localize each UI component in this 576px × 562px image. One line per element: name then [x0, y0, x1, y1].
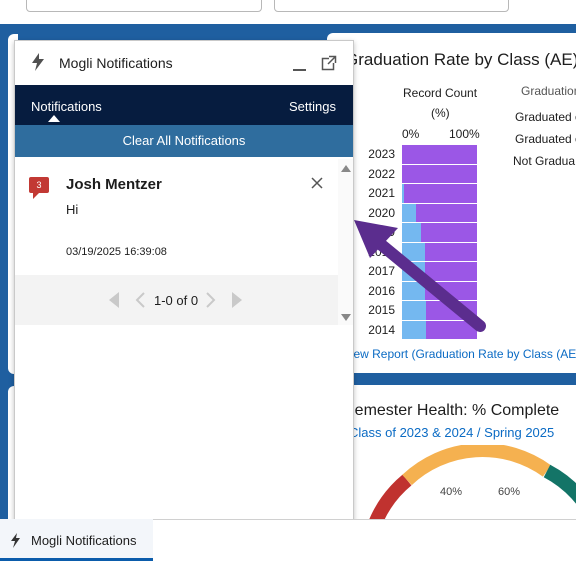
- message-badge-icon: 3: [29, 177, 49, 193]
- bar-not-graduated[interactable]: [420, 223, 477, 242]
- first-page-icon[interactable]: [108, 292, 120, 308]
- gauge: [363, 445, 576, 535]
- badge-tail: [33, 193, 39, 199]
- lightning-icon: [32, 53, 44, 71]
- notification-item[interactable]: 3 Josh Mentzer Hi 03/19/2025 16:39:08: [15, 159, 338, 275]
- semester-health-subtitle[interactable]: Class of 2023 & 2024 / Spring 2025: [349, 425, 555, 440]
- chart-title: Graduation Rate by Class (AE): [345, 50, 576, 69]
- category-label: 2014: [368, 322, 395, 337]
- semester-health-card: Semester Health: % Complete Class of 202…: [327, 385, 576, 535]
- bar-graduated[interactable]: [402, 223, 421, 242]
- record-count-header: Record Count: [403, 86, 478, 100]
- gauge-segment-orange: [402, 445, 552, 486]
- active-tab-indicator: [48, 115, 60, 122]
- left-card-edge: [8, 34, 18, 374]
- lightning-icon: [11, 533, 20, 548]
- legend-item[interactable]: Graduated o: [515, 110, 576, 124]
- tab-notifications[interactable]: Notifications: [31, 99, 102, 114]
- panel-header: Mogli Notifications: [15, 41, 353, 85]
- category-label: 2020: [368, 205, 395, 220]
- utility-tab-label: Mogli Notifications: [31, 533, 137, 548]
- legend-item[interactable]: Not Gradua: [513, 154, 576, 168]
- category-label: 2022: [368, 166, 395, 181]
- bar-graduated[interactable]: [402, 301, 426, 320]
- pagination-bar: 1-0 of 0: [15, 275, 338, 325]
- gauge-tick-40: 40%: [440, 486, 463, 498]
- notification-message: Hi: [66, 202, 79, 217]
- bar-not-graduated[interactable]: [403, 184, 477, 203]
- panel-nav: Notifications Settings: [15, 85, 353, 125]
- bar-not-graduated[interactable]: [425, 262, 477, 281]
- notification-sender: Josh Mentzer: [66, 176, 162, 193]
- category-label: 2016: [368, 283, 395, 298]
- top-field-left[interactable]: [26, 0, 262, 12]
- bar-graduated[interactable]: [402, 281, 426, 300]
- bar-not-graduated[interactable]: [416, 203, 477, 222]
- scroll-up-icon[interactable]: [341, 165, 351, 172]
- semester-health-title: Semester Health: % Complete: [344, 402, 560, 419]
- bar-graduated[interactable]: [402, 320, 426, 339]
- bar-not-graduated[interactable]: [402, 145, 477, 164]
- bar-not-graduated[interactable]: [426, 320, 477, 339]
- x-tick-0: 0%: [402, 127, 420, 141]
- bar-graduated[interactable]: [402, 203, 417, 222]
- category-label: 2021: [368, 186, 395, 200]
- gauge-tick-60: 60%: [498, 486, 521, 498]
- notification-timestamp: 03/19/2025 16:39:08: [66, 246, 167, 258]
- annotation-arrow: [354, 220, 486, 332]
- close-icon[interactable]: [311, 177, 323, 189]
- gauge-segment-red: [363, 474, 412, 535]
- scrollbar[interactable]: [338, 159, 353, 325]
- scroll-down-icon[interactable]: [341, 314, 351, 321]
- pagination-text: 1-0 of 0: [154, 293, 199, 308]
- utility-tab-mogli-notifications[interactable]: Mogli Notifications: [0, 519, 153, 561]
- category-label: 2023: [368, 147, 395, 161]
- legend-title: Graduation: [521, 84, 576, 98]
- record-count-unit: (%): [431, 106, 450, 120]
- bar-graduated[interactable]: [402, 184, 404, 203]
- tab-settings[interactable]: Settings: [289, 99, 336, 114]
- minimize-icon[interactable]: [293, 55, 307, 71]
- category-label: 2015: [368, 303, 395, 317]
- bar-not-graduated[interactable]: [402, 164, 477, 183]
- last-page-icon[interactable]: [231, 292, 243, 308]
- graduation-chart-card: Graduation Rate by Class (AE) Record Cou…: [327, 33, 576, 373]
- legend-item[interactable]: Graduated o: [515, 132, 576, 146]
- popout-icon[interactable]: [321, 55, 337, 71]
- x-tick-100: 100%: [449, 127, 480, 141]
- gauge-segment-green: [543, 464, 576, 504]
- clear-all-notifications-button[interactable]: Clear All Notifications: [15, 125, 353, 157]
- top-field-right[interactable]: [274, 0, 509, 12]
- left-card-edge: [8, 386, 18, 526]
- prev-page-icon[interactable]: [134, 292, 146, 308]
- panel-title: Mogli Notifications: [59, 55, 173, 71]
- mogli-notifications-panel: Mogli Notifications Notifications Settin…: [14, 40, 354, 523]
- view-report-link[interactable]: View Report (Graduation Rate by Class (A…: [343, 347, 576, 361]
- category-label: 2017: [368, 264, 395, 278]
- bar-not-graduated[interactable]: [424, 242, 477, 261]
- next-page-icon[interactable]: [205, 292, 217, 308]
- bar-graduated[interactable]: [402, 242, 425, 261]
